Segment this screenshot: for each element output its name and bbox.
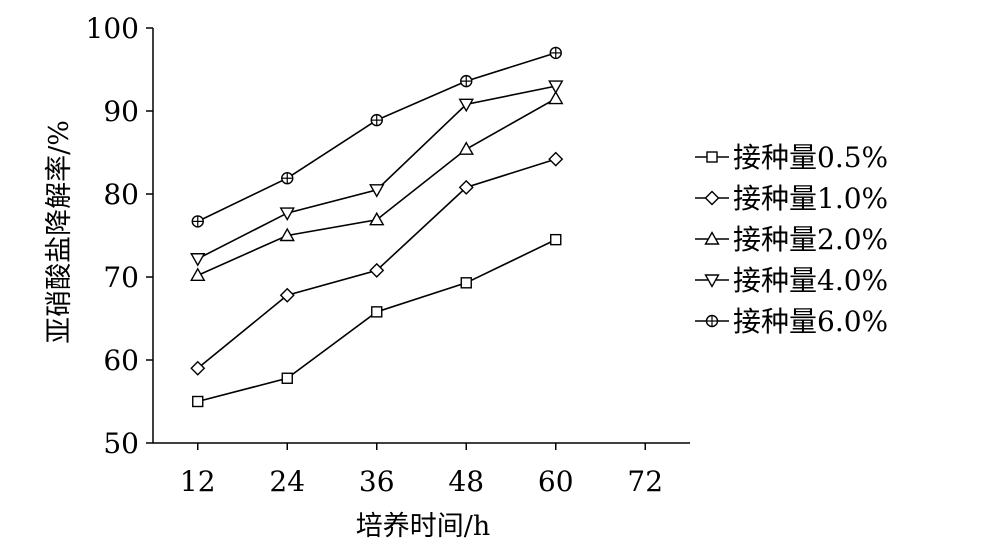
data-point bbox=[279, 287, 295, 303]
y-tick-label: 80 bbox=[103, 178, 139, 211]
data-point bbox=[279, 227, 295, 242]
data-point bbox=[458, 141, 474, 155]
series-4 bbox=[190, 80, 564, 267]
axes: 50 60 70 80 90 100 12 24 36 48 60 72 bbox=[86, 12, 690, 498]
series-1 bbox=[192, 233, 562, 408]
legend-item: 接种量2.0% bbox=[695, 223, 888, 256]
legend-label: 接种量1.0% bbox=[733, 182, 888, 215]
data-point bbox=[369, 262, 385, 278]
x-tick-label: 60 bbox=[538, 465, 574, 498]
series-layer bbox=[190, 46, 564, 408]
data-point bbox=[190, 360, 206, 376]
data-point bbox=[549, 46, 562, 60]
x-tick-label: 48 bbox=[448, 465, 484, 498]
data-point bbox=[369, 211, 385, 226]
legend-label: 接种量0.5% bbox=[733, 141, 888, 174]
y-axis-title: 亚硝酸盐降解率/% bbox=[44, 120, 75, 344]
y-tick-label: 90 bbox=[103, 95, 139, 128]
data-point bbox=[458, 98, 474, 113]
legend-label: 接种量6.0% bbox=[733, 305, 888, 338]
legend-marker bbox=[704, 274, 720, 288]
y-tick-label: 100 bbox=[86, 12, 139, 45]
data-point bbox=[550, 233, 562, 246]
data-point bbox=[548, 90, 564, 105]
data-point bbox=[281, 372, 293, 384]
data-point bbox=[371, 306, 383, 318]
x-axis-title: 培养时间/h bbox=[356, 511, 491, 542]
data-point bbox=[460, 277, 472, 289]
data-point bbox=[369, 184, 385, 198]
data-point bbox=[190, 267, 206, 282]
data-point bbox=[279, 207, 295, 222]
data-point bbox=[192, 395, 204, 408]
series-2 bbox=[190, 151, 564, 376]
series-3 bbox=[190, 90, 564, 282]
legend-marker bbox=[705, 314, 719, 328]
data-point bbox=[458, 179, 474, 195]
x-tick-label: 24 bbox=[269, 465, 305, 498]
y-tick-label: 50 bbox=[103, 427, 139, 460]
data-point bbox=[548, 151, 564, 167]
y-tick-label: 60 bbox=[103, 344, 139, 377]
data-point bbox=[281, 172, 294, 185]
data-point bbox=[191, 215, 204, 228]
series-5 bbox=[191, 46, 562, 228]
legend-label: 接种量2.0% bbox=[733, 223, 888, 256]
legend-item: 接种量1.0% bbox=[695, 182, 888, 215]
legend-label: 接种量4.0% bbox=[733, 264, 888, 297]
x-tick-label: 12 bbox=[180, 465, 216, 498]
legend-marker bbox=[706, 151, 718, 163]
data-point bbox=[548, 80, 564, 95]
legend-item: 接种量4.0% bbox=[695, 264, 888, 297]
x-tick-label: 36 bbox=[359, 465, 395, 498]
legend-marker bbox=[704, 190, 720, 206]
data-point bbox=[370, 113, 383, 127]
x-tick-label: 72 bbox=[627, 465, 663, 498]
legend-item: 接种量0.5% bbox=[695, 141, 888, 174]
series-line bbox=[197, 85, 556, 260]
data-point bbox=[190, 253, 206, 267]
legend-marker bbox=[704, 231, 720, 245]
y-tick-label: 70 bbox=[103, 261, 139, 294]
data-point bbox=[460, 74, 473, 88]
legend-item: 接种量6.0% bbox=[695, 305, 888, 338]
legend: 接种量0.5% 接种量1.0% 接种量2.0% 接种量4.0% 接种量6.0% bbox=[695, 141, 888, 338]
